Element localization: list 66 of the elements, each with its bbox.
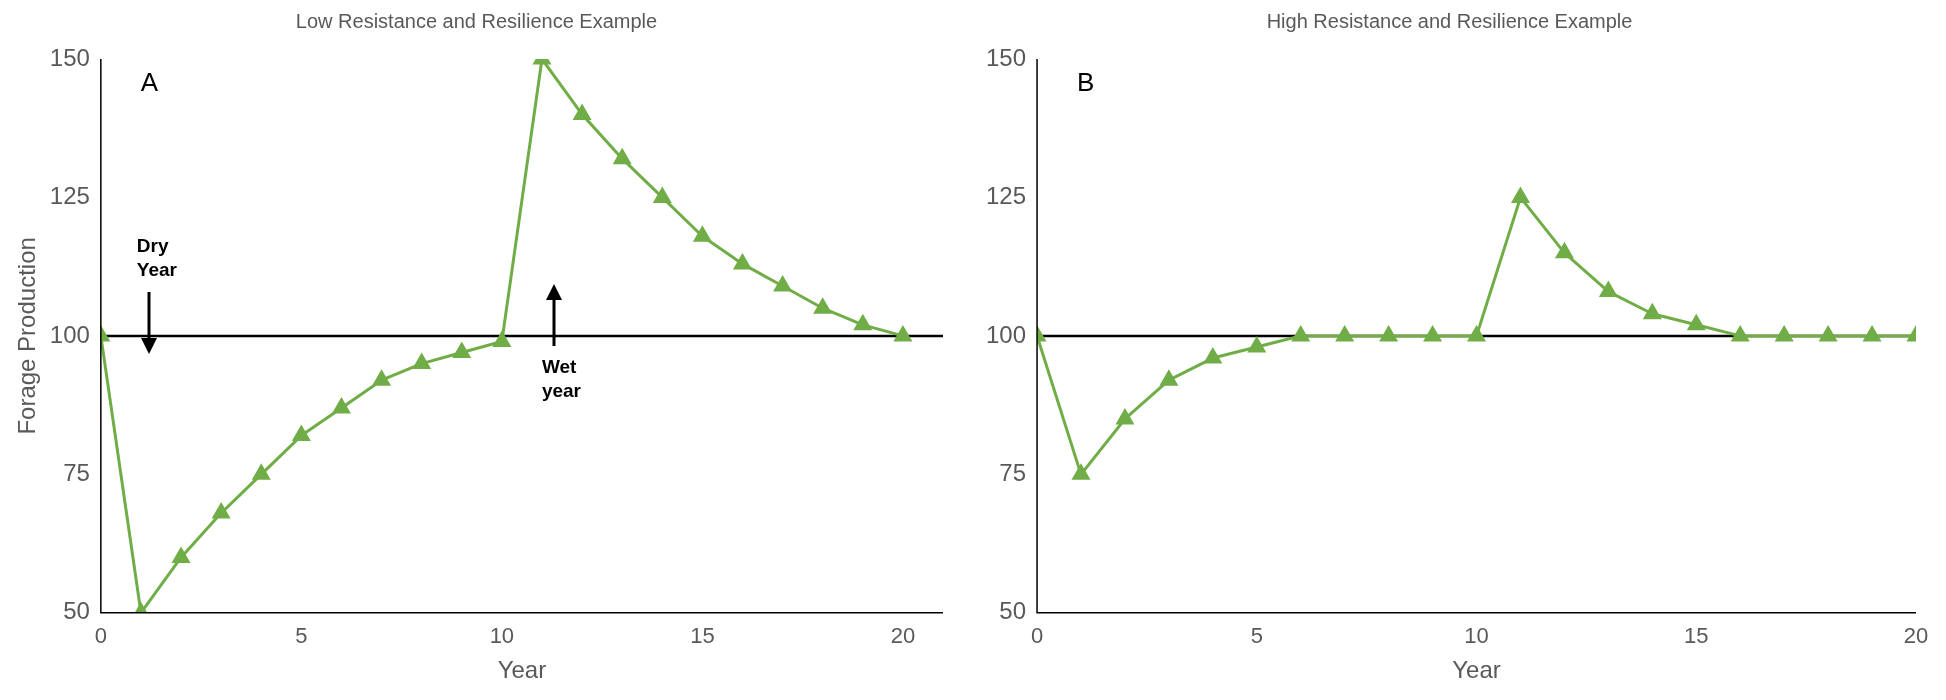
y-tick-label: 100	[986, 320, 1027, 348]
x-tick-label: 5	[1250, 623, 1263, 649]
x-axis-title: Year	[497, 656, 547, 684]
y-tick-label: 125	[49, 182, 90, 210]
point	[854, 315, 872, 331]
point	[292, 426, 310, 442]
point	[212, 503, 230, 519]
x-axis-title: Year	[1452, 656, 1501, 684]
y-tick-label: 75	[999, 458, 1027, 486]
point	[1160, 370, 1178, 386]
point	[413, 354, 431, 370]
point	[894, 326, 912, 342]
point	[1819, 326, 1837, 342]
y-axis-title: Forage Production	[13, 237, 41, 435]
point	[1380, 326, 1398, 342]
x-tick-label: 15	[690, 623, 715, 649]
x-tick-label: 10	[489, 623, 515, 649]
y-tick-label: 125	[986, 182, 1027, 210]
y-tick-label: 100	[49, 320, 90, 348]
point	[1775, 326, 1793, 342]
y-tick-label: 50	[63, 597, 90, 625]
point	[1072, 464, 1090, 480]
y-tick-label: 150	[986, 43, 1027, 71]
annotation: Dry Year	[136, 234, 178, 280]
x-tick-label: 15	[1684, 623, 1709, 649]
point	[573, 104, 591, 120]
point	[814, 298, 832, 314]
point	[252, 464, 270, 480]
chart-title: High Resistance and Resilience Example	[1266, 9, 1633, 32]
point	[333, 398, 350, 414]
point	[1424, 326, 1441, 342]
y-tick-label: 75	[63, 458, 90, 486]
annotation: A	[140, 67, 159, 98]
point	[1687, 315, 1705, 331]
point	[1204, 348, 1222, 364]
x-tick-label: 10	[1464, 623, 1489, 649]
point	[734, 254, 751, 270]
y-tick-label: 50	[999, 597, 1027, 625]
point	[693, 226, 711, 242]
point	[653, 187, 671, 203]
point	[613, 149, 631, 165]
x-tick-label: 0	[1030, 623, 1044, 649]
y-tick-label: 150	[49, 43, 90, 71]
x-tick-label: 20	[890, 623, 916, 649]
point	[1863, 326, 1881, 342]
point	[1116, 409, 1134, 425]
point	[1336, 326, 1354, 342]
point	[373, 370, 390, 386]
point	[172, 547, 190, 563]
point	[453, 343, 471, 359]
point	[1468, 326, 1485, 342]
x-tick-label: 20	[1903, 623, 1929, 649]
x-tick-label: 5	[295, 623, 308, 649]
point	[774, 276, 792, 292]
point	[1248, 337, 1266, 353]
annotation: Wet year	[541, 356, 582, 402]
point	[1292, 326, 1310, 342]
x-tick-label: 0	[94, 623, 107, 649]
point	[1512, 187, 1529, 203]
point	[1555, 243, 1573, 259]
annotation: B	[1077, 67, 1095, 98]
chart-title: Low Resistance and Resilience Example	[295, 9, 658, 32]
point	[1599, 282, 1617, 298]
point	[1643, 304, 1661, 320]
point	[493, 331, 511, 347]
point	[1731, 326, 1749, 342]
